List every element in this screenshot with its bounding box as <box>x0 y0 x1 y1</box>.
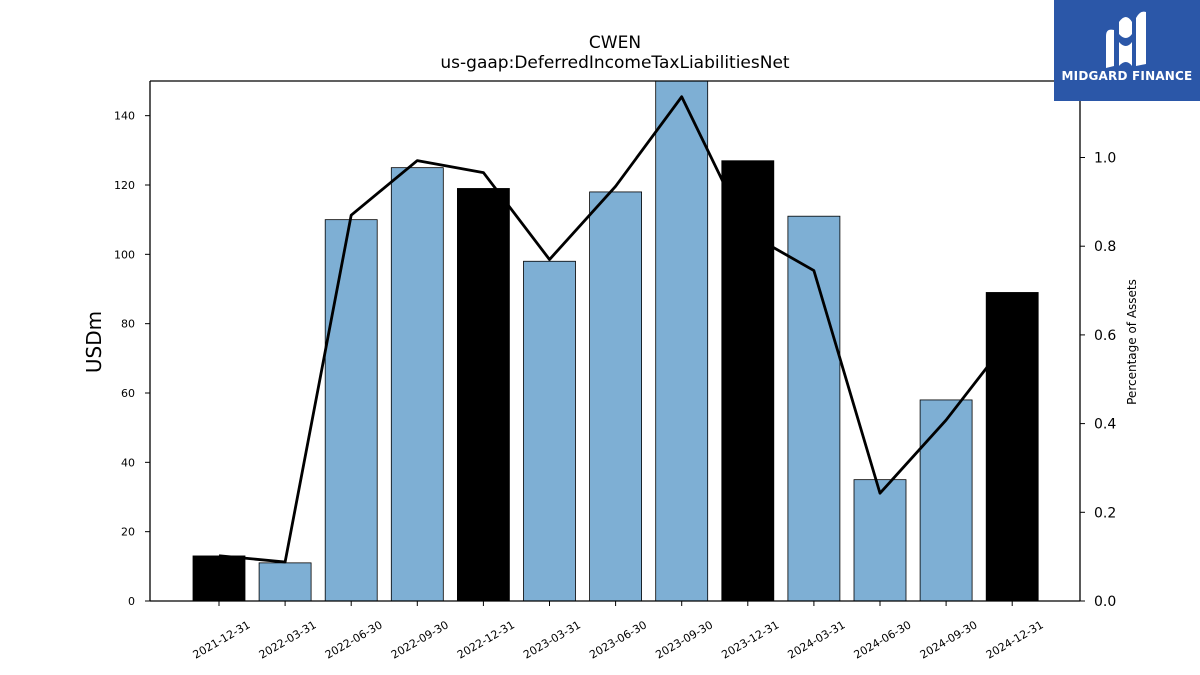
x-tick-label: 2023-06-30 <box>587 618 649 661</box>
bar-2022-09-30 <box>390 167 444 602</box>
bar-2022-06-30 <box>324 219 378 602</box>
y2-tick-label: 0.0 <box>1094 594 1116 610</box>
x-tick-label: 2024-12-31 <box>984 618 1046 661</box>
bar-2024-12-31 <box>985 292 1039 602</box>
y-tick-label: 0 <box>128 595 135 608</box>
y-tick-label: 140 <box>114 110 135 123</box>
x-tick-label: 2023-09-30 <box>653 618 715 661</box>
y2-tick-label: 0.4 <box>1094 417 1116 433</box>
percentage-line <box>218 95 1014 564</box>
y2-tick-label: 0.6 <box>1094 328 1116 344</box>
y-tick-label: 100 <box>114 248 135 261</box>
chart-title: CWEN <box>589 33 641 53</box>
bar-2024-06-30 <box>853 479 907 602</box>
x-tick-label: 2022-06-30 <box>323 618 385 661</box>
x-tick-label: 2024-09-30 <box>918 618 980 661</box>
y2-tick-label: 0.8 <box>1094 239 1116 255</box>
bar-2023-06-30 <box>589 191 642 602</box>
bar-2024-03-31 <box>787 215 841 602</box>
x-tick-label: 2022-03-31 <box>257 618 319 661</box>
x-tick-label: 2024-03-31 <box>786 618 848 661</box>
bar-2024-09-30 <box>919 399 973 602</box>
bar-2022-12-31 <box>456 188 510 602</box>
chart-subtitle: us-gaap:DeferredIncomeTaxLiabilitiesNet <box>440 53 790 73</box>
x-tick-label: 2022-09-30 <box>389 618 451 661</box>
y2-axis-label: Percentage of Assets <box>1125 279 1139 405</box>
y-axis-label: USDm <box>82 311 106 373</box>
bar-2023-09-30 <box>655 80 709 602</box>
bar-2023-12-31 <box>721 160 775 602</box>
logo-text: MIDGARD FINANCE <box>1061 69 1193 83</box>
y-tick-label: 20 <box>121 526 135 539</box>
x-tick-label: 2023-03-31 <box>521 618 583 661</box>
bar-2023-03-31 <box>523 260 576 602</box>
logo: MIDGARD FINANCE <box>1054 0 1200 101</box>
y2-tick-label: 0.2 <box>1094 505 1116 521</box>
y-tick-label: 40 <box>121 456 135 469</box>
y-tick-label: 120 <box>114 179 135 192</box>
logo-mark-icon <box>1106 11 1146 69</box>
bar-2022-03-31 <box>258 562 312 602</box>
x-tick-label: 2022-12-31 <box>455 618 517 661</box>
x-tick-label: 2023-12-31 <box>719 618 781 661</box>
bar-2021-12-31 <box>192 555 246 602</box>
y-tick-label: 80 <box>121 318 135 331</box>
y-tick-label: 60 <box>121 387 135 400</box>
y2-tick-label: 1.0 <box>1094 151 1116 167</box>
x-tick-label: 2024-06-30 <box>852 618 914 661</box>
x-tick-label: 2021-12-31 <box>191 618 253 661</box>
